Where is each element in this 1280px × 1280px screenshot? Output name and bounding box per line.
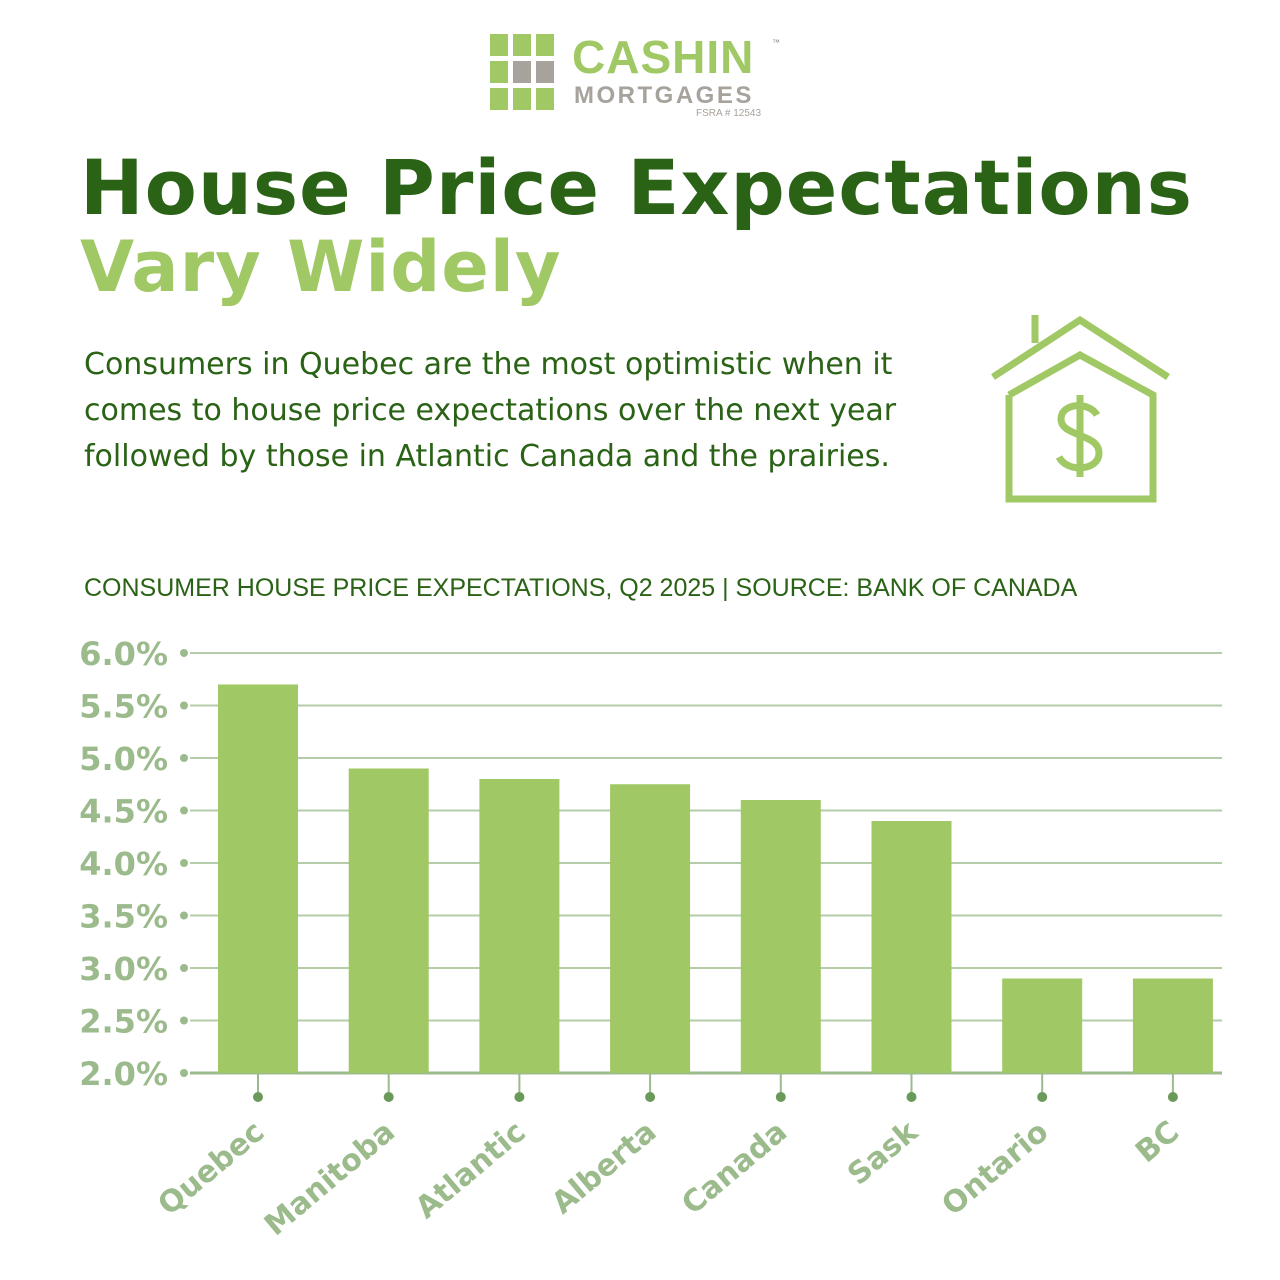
x-tick-dot <box>1037 1092 1048 1102</box>
y-tick-dot <box>180 964 188 972</box>
x-tick-label: Manitoba <box>258 1114 402 1243</box>
bar <box>740 800 821 1073</box>
x-tick-label: BC <box>1129 1114 1186 1170</box>
x-tick-dot <box>253 1092 263 1102</box>
x-tick-dot <box>1167 1092 1178 1102</box>
logo-license: FSRA # 12543 <box>696 108 762 119</box>
logo-name: CASHIN <box>572 31 755 83</box>
cashin-logo: CASHIN ™ MORTGAGES FSRA # 12543 <box>490 31 790 124</box>
y-tick-dot <box>180 1069 188 1077</box>
bar <box>479 779 560 1073</box>
y-tick-dot <box>180 649 188 657</box>
bar <box>871 821 952 1073</box>
bar <box>218 684 298 1073</box>
headline-line2: Vary Widely <box>80 226 562 308</box>
x-tick-dot <box>645 1092 656 1102</box>
x-tick-dot <box>775 1092 786 1102</box>
logo-subtitle: MORTGAGES <box>574 82 754 109</box>
bar <box>348 768 429 1073</box>
y-tick-label: 5.0% <box>79 740 168 778</box>
chart-caption: CONSUMER HOUSE PRICE EXPECTATIONS, Q2 20… <box>84 574 1078 602</box>
logo-trademark: ™ <box>772 38 780 47</box>
x-tick-label: Sask <box>841 1114 925 1193</box>
x-tick-dot <box>514 1092 525 1102</box>
y-tick-label: 3.5% <box>79 898 168 936</box>
y-tick-label: 2.5% <box>79 1003 168 1041</box>
y-tick-dot <box>180 806 188 815</box>
x-tick-label: Alberta <box>545 1114 663 1221</box>
y-tick-label: 5.5% <box>79 688 168 726</box>
bar-chart: 2.0% 2.5% 3.0% 3.5% 4.0% 4.5% 5.0% 5.5% 6.0% Queb… <box>79 635 1222 1243</box>
x-tick-dot <box>906 1092 917 1102</box>
x-tick-label: Atlantic <box>409 1114 533 1226</box>
y-tick-label: 2.0% <box>79 1055 168 1093</box>
x-tick-label: Canada <box>675 1114 794 1222</box>
y-tick-dot <box>180 701 188 710</box>
x-tick-label: Quebec <box>152 1114 272 1222</box>
y-tick-dot <box>180 911 188 920</box>
x-tick-dot <box>383 1092 394 1102</box>
y-tick-label: 3.0% <box>79 950 168 988</box>
headline-line1: House Price Expectations <box>80 143 1193 232</box>
y-tick-label: 4.0% <box>79 845 168 883</box>
bar <box>1132 978 1213 1073</box>
logo-grid-icon <box>490 34 554 110</box>
bar <box>610 784 691 1073</box>
y-tick-dot <box>180 1016 188 1025</box>
y-tick-label: 6.0% <box>79 635 168 673</box>
house-dollar-icon <box>991 315 1170 503</box>
y-tick-label: 4.5% <box>79 793 168 831</box>
y-tick-dot <box>180 754 188 762</box>
bar <box>1002 978 1083 1073</box>
y-tick-dot <box>180 859 188 867</box>
x-tick-label: Ontario <box>935 1114 1055 1223</box>
description: Consumers in Quebec are the most optimis… <box>84 347 897 474</box>
